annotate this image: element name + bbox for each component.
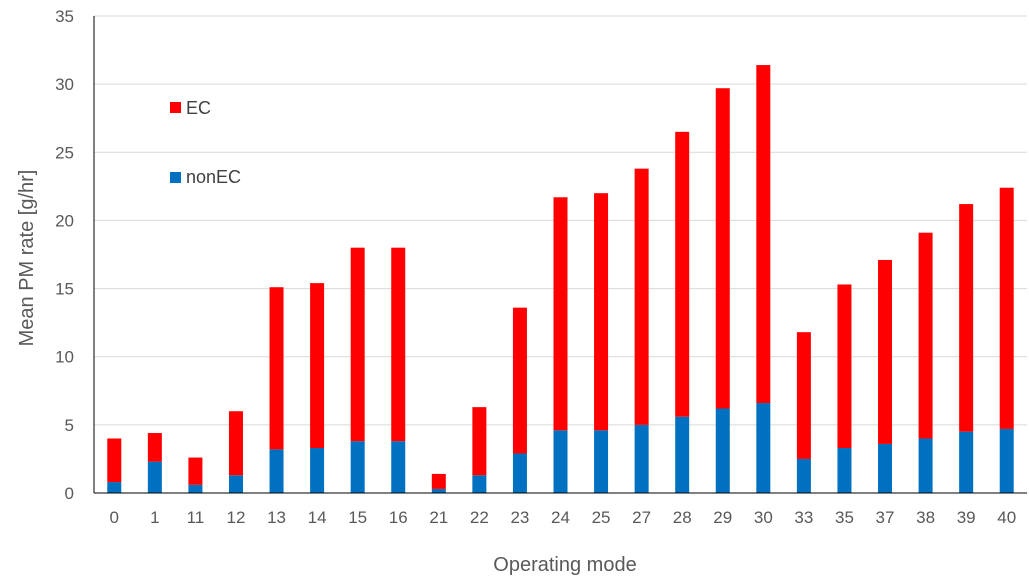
bar-nonec-15 [350, 441, 365, 493]
x-tick-label: 11 [187, 508, 205, 527]
bar-ec-40 [999, 187, 1014, 429]
bar-ec-37 [878, 259, 893, 444]
x-tick-label: 16 [389, 508, 408, 527]
x-tick-label: 39 [957, 508, 976, 527]
axes [93, 16, 1027, 494]
bar-ec-16 [391, 247, 406, 442]
y-tick-label: 10 [55, 348, 74, 367]
bar-nonec-13 [269, 449, 284, 493]
bar-nonec-39 [959, 431, 974, 493]
x-tick-label: 15 [348, 508, 367, 527]
x-tick-labels: 0 1 11 12 13 14 15 16 21 22 23 24 25 27 28 29 30 33 35 37 38… [110, 508, 1017, 527]
x-tick-label: 25 [592, 508, 611, 527]
y-tick-labels: 0 5 10 15 20 25 30 35 [55, 7, 74, 503]
y-tick-label: 0 [65, 484, 74, 503]
bar-ec-35 [837, 284, 852, 449]
x-tick-label: 22 [470, 508, 489, 527]
bar-nonec-35 [837, 448, 852, 493]
bar-nonec-14 [310, 448, 325, 493]
y-tick-label: 20 [55, 211, 74, 230]
bar-ec-15 [350, 247, 365, 442]
bar-ec-13 [269, 287, 284, 450]
bar-nonec-24 [553, 430, 568, 493]
x-tick-label: 40 [997, 508, 1016, 527]
bar-ec-12 [228, 411, 243, 476]
bar-ec-33 [796, 332, 811, 459]
y-tick-label: 15 [55, 280, 74, 299]
bar-nonec-16 [391, 441, 406, 493]
x-tick-label: 35 [835, 508, 854, 527]
bar-ec-21 [431, 473, 446, 489]
bar-ec-14 [310, 283, 325, 449]
legend: EC nonEC [170, 98, 241, 187]
y-tick-label: 35 [55, 7, 74, 26]
bar-nonec-25 [594, 430, 609, 493]
bar-ec-29 [715, 88, 730, 409]
x-tick-label: 0 [110, 508, 119, 527]
x-tick-label: 27 [632, 508, 651, 527]
bar-nonec-30 [756, 403, 771, 493]
bar-nonec-23 [512, 453, 527, 493]
x-tick-label: 24 [551, 508, 570, 527]
bar-nonec-0 [107, 482, 122, 493]
bar-nonec-12 [228, 475, 243, 493]
x-tick-label: 29 [713, 508, 732, 527]
bar-ec-25 [594, 193, 609, 431]
x-axis-title: Operating mode [493, 554, 636, 576]
bar-nonec-33 [796, 458, 811, 493]
x-tick-label: 28 [673, 508, 692, 527]
x-tick-label: 12 [227, 508, 246, 527]
bar-ec-11 [188, 457, 203, 485]
x-tick-label: 23 [510, 508, 529, 527]
bar-ec-38 [918, 232, 933, 439]
bar-nonec-27 [634, 424, 649, 493]
bar-ec-22 [472, 407, 487, 476]
bar-nonec-11 [188, 484, 203, 493]
bar-ec-27 [634, 168, 649, 425]
x-tick-label: 21 [429, 508, 448, 527]
bar-nonec-22 [472, 475, 487, 493]
legend-swatch-nonec [170, 172, 181, 183]
bar-nonec-38 [918, 438, 933, 493]
x-tick-label: 14 [308, 508, 327, 527]
bar-nonec-1 [147, 461, 162, 493]
x-tick-label: 38 [916, 508, 935, 527]
bar-nonec-21 [431, 488, 446, 493]
x-tick-label: 13 [267, 508, 286, 527]
y-tick-label: 5 [65, 416, 74, 435]
bars [107, 65, 1014, 493]
bar-nonec-29 [715, 408, 730, 493]
x-tick-label: 30 [754, 508, 773, 527]
bar-nonec-37 [878, 443, 893, 493]
x-tick-label: 1 [150, 508, 159, 527]
bar-nonec-28 [675, 416, 690, 493]
legend-swatch-ec [170, 102, 181, 113]
bar-ec-1 [147, 433, 162, 462]
x-tick-label: 37 [876, 508, 895, 527]
bar-ec-23 [512, 307, 527, 454]
bar-ec-0 [107, 438, 122, 483]
y-tick-label: 30 [55, 75, 74, 94]
bar-ec-24 [553, 197, 568, 431]
y-tick-label: 25 [55, 143, 74, 162]
bar-nonec-40 [999, 428, 1014, 493]
bar-ec-30 [756, 65, 771, 404]
legend-label-nonec: nonEC [186, 167, 241, 187]
legend-label-ec: EC [186, 98, 211, 118]
x-tick-label: 33 [794, 508, 813, 527]
bar-ec-28 [675, 131, 690, 417]
y-axis-title: Mean PM rate [g/hr] [16, 170, 38, 347]
bar-ec-39 [959, 204, 974, 432]
